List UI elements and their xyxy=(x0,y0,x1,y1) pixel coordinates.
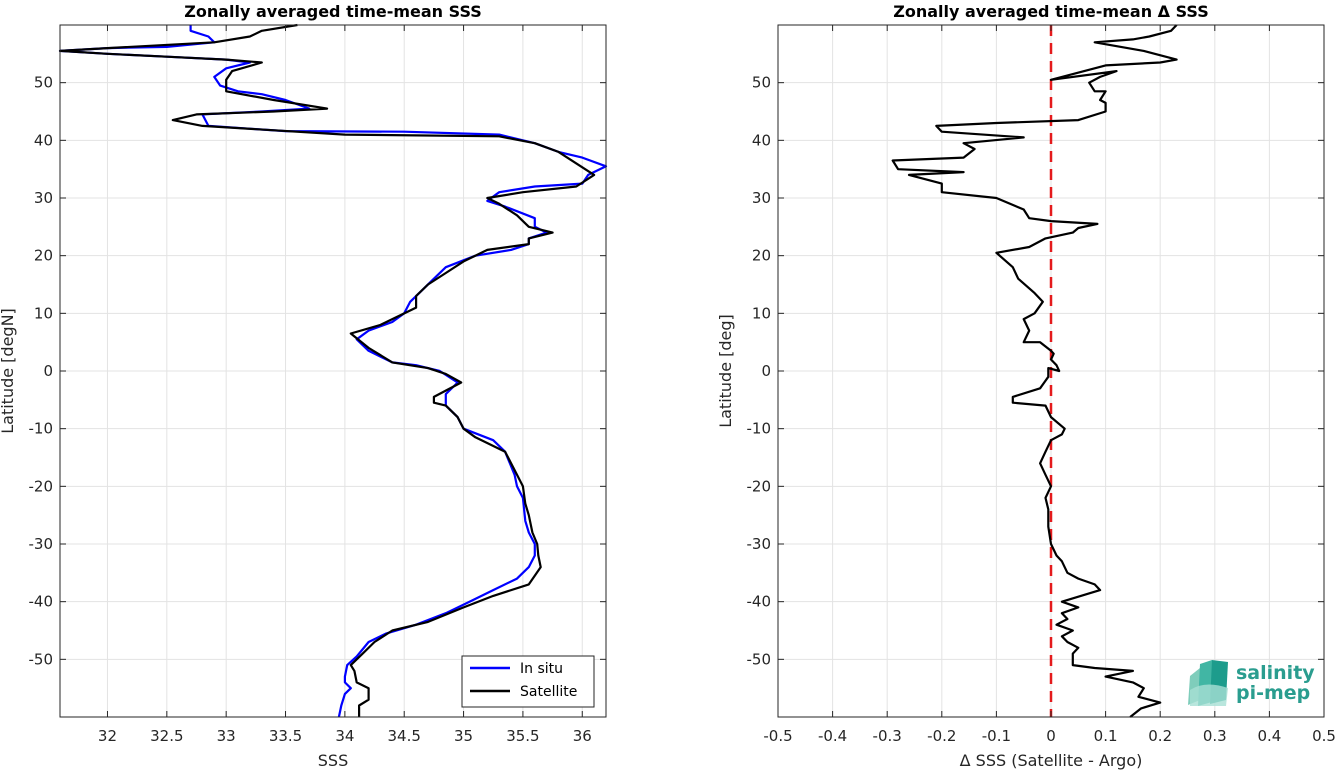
sss-series-satellite xyxy=(58,23,596,717)
sss-x-axis-label: SSS xyxy=(318,751,348,770)
logo-text-pi-mep: pi-mep xyxy=(1236,682,1310,704)
delta-sss-y-tick-label: -10 xyxy=(747,420,772,438)
delta-sss-y-tick-label: 40 xyxy=(752,131,771,149)
logo-text-salinity: salinity xyxy=(1236,662,1315,684)
delta-sss-x-tick-label: -0.1 xyxy=(982,727,1011,745)
delta-sss-plot-title: Zonally averaged time-mean Δ SSS xyxy=(893,2,1209,21)
sss-series-group xyxy=(58,23,608,718)
sss-y-tick-label: -30 xyxy=(29,535,54,553)
delta-sss-tick-labels: -0.5 -0.4 -0.3 -0.2 -0.1 0 0.1 0.2 0.3 0.4 0.5 -50 -… xyxy=(747,25,1336,745)
delta-sss-plot: -0.5 -0.4 -0.3 -0.2 -0.1 0 0.1 0.2 0.3 0.4 0.5 -50 -… xyxy=(716,2,1336,770)
sss-y-tick-label: 10 xyxy=(34,304,53,322)
delta-sss-y-tick-label: 20 xyxy=(752,247,771,265)
delta-sss-y-tick-label: 0 xyxy=(761,362,771,380)
sss-y-tick-label: 20 xyxy=(34,247,53,265)
legend: In situ Satellite xyxy=(461,655,595,708)
sss-y-tick-label: -50 xyxy=(29,650,54,668)
sss-y-tick-label: 50 xyxy=(34,74,53,92)
legend-box xyxy=(461,655,595,708)
sss-y-tick-label: -40 xyxy=(29,593,54,611)
sss-x-tick-label: 34.5 xyxy=(388,727,421,745)
legend-label-in-situ: In situ xyxy=(520,661,563,677)
sss-x-tick-label: 35.5 xyxy=(506,727,539,745)
delta-sss-x-tick-label: -0.2 xyxy=(927,727,956,745)
delta-sss-series-delta xyxy=(891,24,1178,718)
sss-y-axis-label: Latitude [degN] xyxy=(0,308,17,434)
delta-sss-y-tick-label: 50 xyxy=(752,74,771,92)
delta-sss-y-tick-label: -40 xyxy=(747,593,772,611)
delta-sss-x-tick-label: 0.1 xyxy=(1094,727,1118,745)
sss-plot: 32 32.5 33 33.5 34 34.5 35 35.5 36 -50 -40 -30 -20 -1… xyxy=(0,2,608,770)
sss-x-tick-label: 33 xyxy=(217,727,236,745)
sss-x-tick-label: 32.5 xyxy=(150,727,183,745)
delta-sss-x-axis-label: Δ SSS (Satellite - Argo) xyxy=(960,751,1143,770)
sss-y-tick-label: 40 xyxy=(34,131,53,149)
sss-x-tick-label: 34 xyxy=(335,727,354,745)
logo-wave-icon xyxy=(1188,660,1228,706)
delta-sss-x-tick-label: 0.4 xyxy=(1257,727,1281,745)
delta-sss-x-tick-label: -0.3 xyxy=(873,727,902,745)
delta-sss-y-tick-label: 30 xyxy=(752,189,771,207)
sss-x-tick-label: 35 xyxy=(454,727,473,745)
delta-sss-x-tick-label: -0.4 xyxy=(818,727,847,745)
delta-sss-x-tick-label: 0 xyxy=(1046,727,1056,745)
sss-x-tick-label: 33.5 xyxy=(269,727,302,745)
delta-sss-y-tick-label: -30 xyxy=(747,535,772,553)
delta-sss-x-tick-label: 0.5 xyxy=(1312,727,1336,745)
delta-sss-x-tick-label: 0.3 xyxy=(1203,727,1227,745)
delta-sss-y-tick-label: -20 xyxy=(747,477,772,495)
legend-label-satellite: Satellite xyxy=(520,684,577,700)
delta-sss-y-tick-label: 10 xyxy=(752,304,771,322)
sss-x-tick-label: 36 xyxy=(573,727,592,745)
sss-y-tick-label: -10 xyxy=(29,420,54,438)
sss-y-tick-label: 0 xyxy=(43,362,53,380)
sss-y-tick-label: 30 xyxy=(34,189,53,207)
sss-plot-title: Zonally averaged time-mean SSS xyxy=(184,2,482,21)
delta-sss-x-tick-label: -0.5 xyxy=(763,727,792,745)
delta-sss-y-tick-label: -50 xyxy=(747,650,772,668)
delta-sss-y-axis-label: Latitude [deg] xyxy=(716,314,735,428)
sss-tick-labels: 32 32.5 33 33.5 34 34.5 35 35.5 36 -50 -40 -30 -20 -1… xyxy=(29,25,606,745)
sss-y-tick-label: -20 xyxy=(29,477,54,495)
sss-series-in-situ xyxy=(58,25,608,718)
salinity-pi-mep-logo: salinity pi-mep xyxy=(1188,660,1315,706)
delta-sss-series-group xyxy=(891,24,1178,718)
delta-sss-x-tick-label: 0.2 xyxy=(1148,727,1172,745)
sss-x-tick-label: 32 xyxy=(98,727,117,745)
